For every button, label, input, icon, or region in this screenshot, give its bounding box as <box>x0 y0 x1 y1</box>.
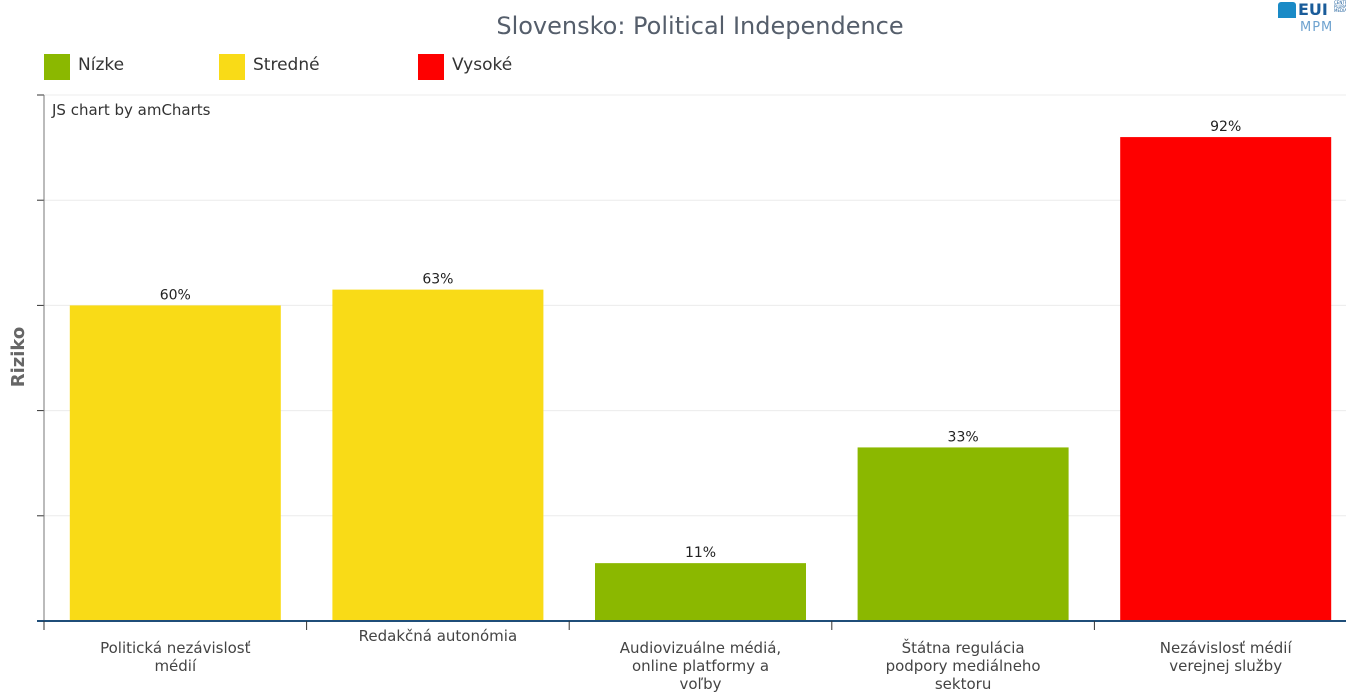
bar[interactable] <box>857 447 1069 621</box>
legend-swatch-medium <box>219 54 245 80</box>
eui-logo: EUI CENTRE PLURAL MEDIA MPM 2 <box>1278 0 1346 36</box>
x-tick-label: médií <box>154 657 197 675</box>
legend-swatch-high <box>418 54 444 80</box>
data-label: 11% <box>685 545 716 561</box>
data-label: 60% <box>160 287 191 303</box>
x-tick-label: Politická nezávislosť <box>100 639 251 657</box>
x-tick-label: Štátna regulácia <box>902 638 1025 657</box>
data-label: 63% <box>422 272 453 288</box>
legend-label-low: Nízke <box>78 55 125 75</box>
bar[interactable] <box>595 563 806 621</box>
bars: 60% 63% 11% 33% 92% <box>69 119 1332 621</box>
x-tick-label: Redakčná autonómia <box>359 627 518 645</box>
chart-title: Slovensko: Political Independence <box>496 12 904 40</box>
bar[interactable] <box>69 305 281 621</box>
data-label: 92% <box>1210 119 1241 135</box>
amcharts-credit-link[interactable]: JS chart by amCharts <box>52 101 211 119</box>
legend-swatch-low <box>44 54 70 80</box>
bar[interactable] <box>1120 137 1332 621</box>
y-axis-label: Riziko <box>8 327 29 388</box>
legend-label-high: Vysoké <box>452 55 513 75</box>
mpm-logo-text: MPM 2 <box>1300 20 1334 36</box>
x-tick-label: Audiovizuálne médiá, <box>620 639 781 657</box>
x-tick-label: online platformy a <box>632 657 769 675</box>
bar[interactable] <box>332 289 544 621</box>
x-tick-label: verejnej služby <box>1169 657 1282 675</box>
x-tick-label: Nezávislosť médií <box>1160 639 1293 657</box>
x-tick-label: podpory mediálneho <box>886 657 1041 675</box>
legend-label-medium: Stredné <box>253 55 320 75</box>
eui-logo-mark-icon <box>1278 2 1296 18</box>
x-tick-label: sektoru <box>935 675 991 692</box>
x-tick-label: voľby <box>679 675 721 692</box>
eui-logo-text: EUI <box>1298 0 1328 19</box>
eui-logo-small-text: CENTRE PLURAL MEDIA <box>1334 0 1346 13</box>
data-label: 33% <box>948 429 979 445</box>
